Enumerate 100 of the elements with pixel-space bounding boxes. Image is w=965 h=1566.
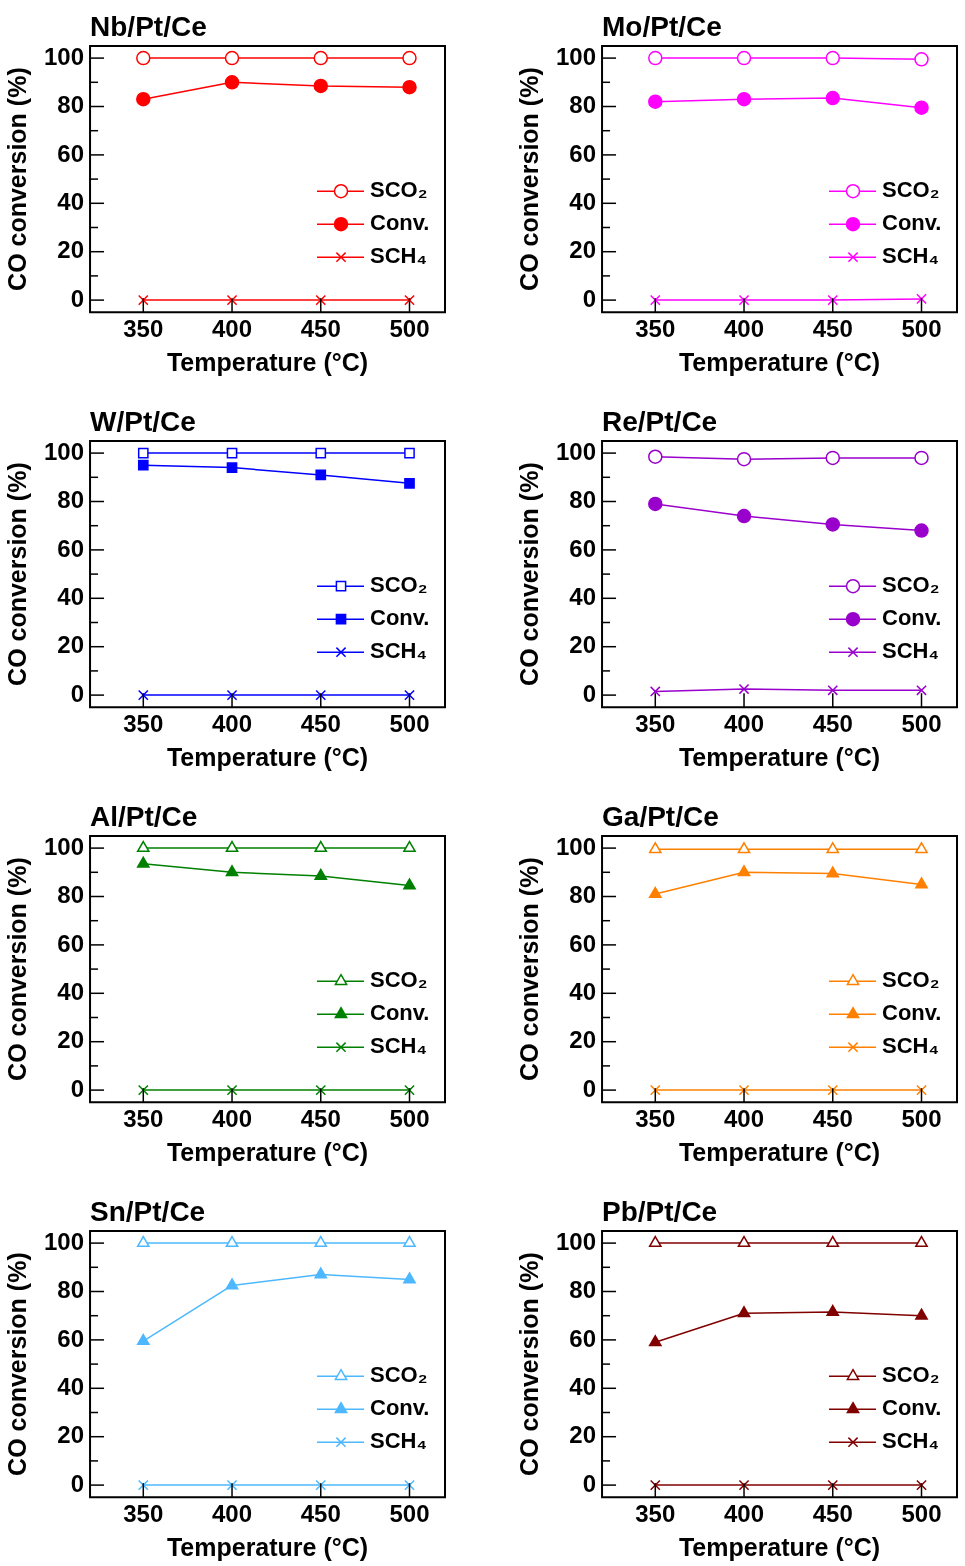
- y-tick-label: 40: [569, 582, 597, 610]
- point: [827, 294, 839, 306]
- y-axis-title: CO conversion (%): [514, 67, 543, 291]
- point: [225, 1235, 239, 1248]
- y-tick-label: 80: [57, 881, 85, 909]
- y-tick-label: 0: [70, 679, 85, 707]
- x-tick-label: 450: [300, 710, 341, 738]
- x-tick-label: 350: [635, 315, 676, 343]
- point: [825, 50, 841, 66]
- y-tick-label: 60: [57, 139, 85, 167]
- x-tick-label: 350: [123, 1105, 164, 1133]
- point: [916, 1084, 927, 1096]
- x-tick-label: 500: [389, 1500, 430, 1528]
- y-tick-label: 100: [44, 832, 85, 860]
- y-tick-label: 60: [569, 1324, 597, 1352]
- legend-label: SCO₂: [370, 1362, 428, 1388]
- point: [916, 293, 927, 305]
- point: [314, 1267, 328, 1279]
- y-tick-label: 20: [57, 236, 85, 264]
- point: [224, 50, 240, 66]
- point: [313, 78, 329, 94]
- y-tick-label: 100: [556, 832, 597, 860]
- y-axis-title: CO conversion (%): [2, 1252, 31, 1476]
- y-axis-title: CO conversion (%): [514, 462, 543, 686]
- y-tick-label: 40: [57, 582, 85, 610]
- y-tick-label: 60: [569, 534, 597, 562]
- point: [224, 75, 240, 90]
- y-tick-label: 0: [582, 284, 597, 312]
- x-tick-label: 400: [212, 1105, 253, 1133]
- point: [736, 91, 752, 107]
- point: [736, 508, 752, 524]
- point: [916, 684, 927, 696]
- y-tick-label: 80: [57, 1276, 85, 1304]
- point: [737, 865, 751, 877]
- point: [648, 842, 662, 854]
- y-tick-label: 40: [57, 977, 85, 1005]
- x-tick-label: 350: [123, 710, 164, 738]
- legend-label: SCH₄: [882, 1428, 939, 1454]
- point: [404, 478, 415, 489]
- point: [649, 686, 661, 697]
- legend-label: SCO₂: [370, 572, 428, 598]
- x-tick-label: 450: [300, 1105, 341, 1133]
- point: [649, 1084, 661, 1096]
- point: [314, 868, 328, 880]
- point: [226, 689, 238, 701]
- point: [225, 1278, 239, 1290]
- legend-label: Conv.: [370, 1395, 430, 1421]
- x-axis-title: Temperature (°C): [678, 1137, 881, 1166]
- point: [825, 90, 841, 106]
- y-tick-label: 80: [569, 1276, 597, 1304]
- y-tick-label: 40: [569, 187, 597, 215]
- x-axis-title: Temperature (°C): [166, 742, 369, 771]
- x-tick-label: 500: [901, 1105, 942, 1133]
- x-tick-label: 450: [812, 1500, 853, 1528]
- point: [648, 50, 663, 66]
- x-tick-label: 500: [901, 710, 942, 738]
- point: [738, 294, 750, 306]
- point: [137, 1479, 149, 1491]
- x-tick-label: 450: [300, 1500, 341, 1528]
- y-tick-label: 100: [44, 437, 85, 465]
- point: [315, 469, 327, 481]
- point: [826, 842, 840, 854]
- x-tick-label: 350: [123, 1500, 164, 1528]
- point: [914, 523, 929, 538]
- x-tick-label: 350: [635, 710, 676, 738]
- point: [648, 1335, 662, 1347]
- point: [827, 684, 839, 696]
- y-tick-label: 100: [44, 42, 85, 70]
- legend-label: SCO₂: [882, 967, 940, 993]
- y-tick-label: 0: [70, 1074, 85, 1102]
- x-tick-label: 450: [812, 1105, 853, 1133]
- point: [403, 840, 416, 853]
- point: [737, 1306, 751, 1318]
- x-tick-label: 400: [212, 710, 253, 738]
- point: [137, 689, 149, 701]
- point: [136, 856, 150, 868]
- point: [226, 294, 238, 306]
- point: [648, 496, 663, 512]
- x-tick-label: 350: [635, 1500, 676, 1528]
- y-tick-label: 100: [556, 42, 597, 70]
- legend-label: SCH₄: [370, 1428, 427, 1454]
- chart-title: Pb/Pt/Ce: [602, 1196, 718, 1227]
- point: [137, 1084, 149, 1096]
- point: [226, 1479, 238, 1491]
- x-tick-label: 400: [212, 1500, 253, 1528]
- point: [404, 1479, 415, 1491]
- x-tick-label: 500: [901, 315, 942, 343]
- y-tick-label: 80: [569, 91, 597, 119]
- legend-label: Conv.: [882, 1000, 942, 1026]
- point: [137, 294, 149, 306]
- x-tick-label: 350: [123, 315, 164, 343]
- point: [916, 1479, 927, 1491]
- legend-label: SCH₄: [370, 243, 427, 269]
- chart-title: Ga/Pt/Ce: [602, 801, 719, 832]
- y-tick-label: 100: [556, 1227, 597, 1255]
- x-axis-title: Temperature (°C): [166, 1532, 369, 1561]
- point: [314, 840, 328, 853]
- point: [648, 449, 663, 464]
- legend-label: Conv.: [882, 1395, 942, 1421]
- x-axis-title: Temperature (°C): [678, 1532, 881, 1561]
